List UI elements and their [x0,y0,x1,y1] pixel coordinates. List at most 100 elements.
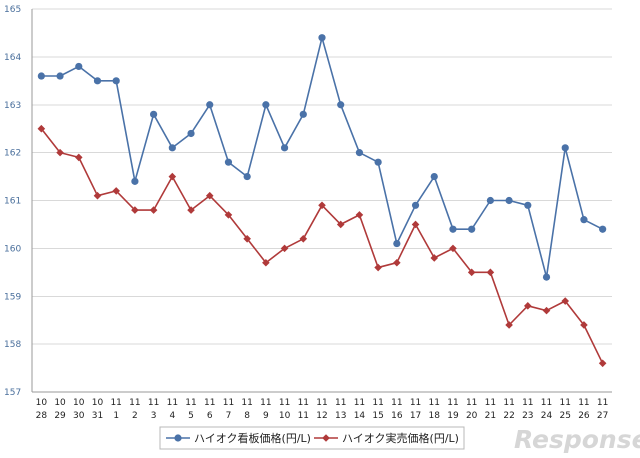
data-point [486,268,495,277]
x-tick-day: 16 [391,411,403,421]
y-tick-label: 160 [4,244,21,254]
data-point [374,158,382,166]
x-tick-month: 11 [522,398,533,408]
data-point [37,124,46,133]
legend-marker [174,434,182,442]
series-layer [37,34,607,368]
x-tick-day: 1 [113,411,119,421]
data-point [374,263,382,272]
x-tick-month: 11 [204,398,215,408]
x-tick-month: 11 [578,398,589,408]
x-tick-day: 17 [410,411,421,421]
data-point [542,306,551,315]
data-point [580,216,588,224]
grid-layer [32,8,612,345]
data-point [149,206,158,214]
legend-label: ハイオク看板価格(円/L) [194,431,311,445]
data-point [112,77,120,85]
data-point [337,101,345,109]
data-point [131,206,139,214]
x-tick-day: 26 [578,411,590,421]
x-tick-day: 6 [207,411,213,421]
x-tick-day: 25 [559,411,570,421]
data-point [93,191,102,200]
x-tick-month: 11 [298,398,309,408]
watermark-brand: Response. [514,425,640,454]
x-tick-day: 2 [132,411,138,421]
data-point [280,244,289,253]
data-point [56,148,64,157]
legend: ハイオク看板価格(円/L) ハイオク実売価格(円/L) [159,426,465,450]
data-point [318,201,326,210]
legend-item-2: ハイオク実売価格(円/L) [314,431,459,445]
x-tick-day: 12 [316,411,327,421]
x-tick-day: 13 [335,411,346,421]
data-point [131,177,139,185]
x-tick-day: 8 [244,411,250,421]
legend-box [159,426,465,450]
data-point [561,297,570,305]
data-point [318,34,326,42]
data-point [449,225,457,233]
data-point [299,235,308,243]
legend-label: ハイオク実売価格(円/L) [342,431,459,445]
y-tick-label: 159 [4,292,21,302]
x-tick-month: 10 [54,398,66,408]
data-point [393,239,401,248]
x-axis: 1028102910301031111112113114115116117118… [32,391,612,421]
x-tick-month: 11 [391,398,402,408]
x-tick-day: 15 [372,411,383,421]
x-tick-day: 10 [279,411,291,421]
x-tick-day: 19 [447,411,459,421]
x-tick-month: 11 [410,398,421,408]
data-point [168,172,177,181]
x-tick-month: 11 [167,398,178,408]
x-tick-month: 10 [36,398,48,408]
y-tick-label: 161 [4,197,21,207]
data-point [430,254,439,262]
data-point [430,172,438,181]
legend-item-1: ハイオク看板価格(円/L) [166,431,311,445]
data-point [449,244,457,253]
x-tick-day: 11 [298,411,309,421]
x-tick-month: 11 [129,398,140,408]
x-tick-day: 29 [54,411,66,421]
data-point [299,110,307,118]
x-tick-day: 5 [188,411,194,421]
data-point [93,77,102,85]
x-tick-day: 14 [354,411,366,421]
x-tick-month: 11 [148,398,159,408]
x-tick-month: 11 [559,398,570,408]
x-tick-month: 11 [110,398,121,408]
data-point [150,110,158,118]
data-point [262,258,270,267]
data-point [280,144,289,152]
data-point [561,144,569,152]
data-point [468,225,476,233]
x-tick-month: 11 [447,398,458,408]
x-tick-month: 11 [485,398,496,408]
series-line [41,36,603,278]
response-watermark: Response. [514,425,640,454]
data-point [467,268,476,277]
data-point [580,321,588,329]
x-tick-day: 9 [263,411,269,421]
data-point [542,273,551,281]
x-tick-month: 11 [335,398,346,408]
data-point [187,206,195,214]
x-tick-month: 11 [241,398,252,408]
x-tick-day: 28 [36,411,48,421]
data-point [393,258,401,267]
data-point [224,158,233,166]
x-tick-day: 4 [169,411,175,421]
data-point [486,196,494,205]
x-tick-month: 11 [354,398,365,408]
x-tick-month: 11 [279,398,290,408]
data-point [224,211,233,219]
data-point [505,196,513,205]
x-tick-month: 11 [372,398,383,408]
data-point [599,225,607,233]
data-point [75,62,83,71]
x-tick-day: 30 [73,411,85,421]
